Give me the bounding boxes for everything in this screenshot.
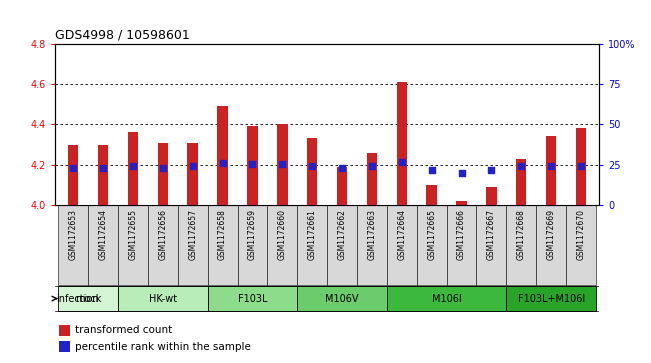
Point (307, 163, 318, 169)
Bar (88, 205, 118, 285)
Bar (357, 205, 387, 285)
Bar (387, 286, 506, 311)
Text: GSM1172666: GSM1172666 (457, 209, 466, 260)
Text: HK-wt: HK-wt (149, 294, 177, 303)
Bar (247, 126, 258, 205)
Bar (118, 286, 208, 311)
Text: GSM1172668: GSM1172668 (517, 209, 526, 260)
Bar (546, 136, 557, 205)
Bar (59, 205, 88, 285)
Bar (68, 144, 79, 205)
Text: GSM1172665: GSM1172665 (427, 209, 436, 260)
Text: GSM1172658: GSM1172658 (218, 209, 227, 260)
Point (187, 163, 198, 169)
Point (516, 163, 527, 168)
Text: GSM1172654: GSM1172654 (98, 209, 107, 260)
Text: GSM1172662: GSM1172662 (338, 209, 346, 260)
Text: GSM1172659: GSM1172659 (248, 209, 257, 260)
Text: GSM1172661: GSM1172661 (308, 209, 316, 260)
Text: M106V: M106V (326, 294, 359, 303)
Bar (575, 129, 587, 205)
Point (158, 165, 168, 171)
Bar (396, 82, 407, 205)
Text: transformed count: transformed count (75, 325, 172, 335)
Text: GSM1172657: GSM1172657 (188, 209, 197, 260)
Bar (118, 205, 148, 285)
Text: F103L+M106I: F103L+M106I (518, 294, 585, 303)
Bar (208, 205, 238, 285)
Bar (536, 205, 566, 285)
Point (575, 163, 586, 168)
Point (367, 163, 377, 169)
Bar (298, 286, 387, 311)
Text: GSM1172653: GSM1172653 (69, 209, 77, 260)
Bar (277, 124, 288, 205)
Point (396, 159, 407, 165)
Text: GSM1172667: GSM1172667 (487, 209, 496, 260)
Bar (337, 167, 347, 205)
Bar (178, 205, 208, 285)
Text: percentile rank within the sample: percentile rank within the sample (75, 342, 251, 352)
Bar (187, 143, 198, 205)
Bar (59, 286, 118, 311)
Point (68, 165, 79, 171)
Text: GSM1172669: GSM1172669 (547, 209, 556, 260)
Bar (327, 205, 357, 285)
Bar (59, 325, 70, 336)
Bar (426, 185, 437, 205)
Text: GSM1172655: GSM1172655 (128, 209, 137, 260)
Bar (566, 205, 596, 285)
Bar (387, 205, 417, 285)
Bar (208, 286, 298, 311)
Point (217, 160, 228, 166)
Point (337, 165, 347, 171)
Bar (217, 106, 228, 205)
Bar (506, 205, 536, 285)
Text: GSM1172663: GSM1172663 (367, 209, 376, 260)
Text: GSM1172656: GSM1172656 (158, 209, 167, 260)
Bar (456, 201, 467, 205)
Bar (447, 205, 477, 285)
Bar (417, 205, 447, 285)
Bar (128, 132, 138, 205)
Text: GSM1172660: GSM1172660 (278, 209, 287, 260)
Text: GSM1172670: GSM1172670 (577, 209, 585, 260)
Bar (506, 286, 596, 311)
Point (426, 167, 437, 173)
Text: infection: infection (55, 294, 98, 303)
Text: GSM1172664: GSM1172664 (397, 209, 406, 260)
Point (456, 170, 467, 176)
Bar (98, 144, 108, 205)
Bar (298, 205, 327, 285)
Text: mock: mock (75, 294, 102, 303)
Bar (59, 341, 70, 352)
Point (98, 165, 108, 171)
Point (277, 161, 288, 167)
Text: F103L: F103L (238, 294, 267, 303)
Bar (148, 205, 178, 285)
Point (486, 167, 497, 173)
Bar (516, 159, 527, 205)
Bar (477, 205, 506, 285)
Text: GDS4998 / 10598601: GDS4998 / 10598601 (55, 28, 190, 41)
Text: M106I: M106I (432, 294, 462, 303)
Bar (486, 187, 497, 205)
Point (546, 163, 557, 168)
Point (247, 161, 258, 167)
Bar (238, 205, 268, 285)
Bar (268, 205, 298, 285)
Point (128, 163, 138, 169)
Bar (307, 138, 318, 205)
Bar (158, 143, 168, 205)
Bar (367, 152, 377, 205)
